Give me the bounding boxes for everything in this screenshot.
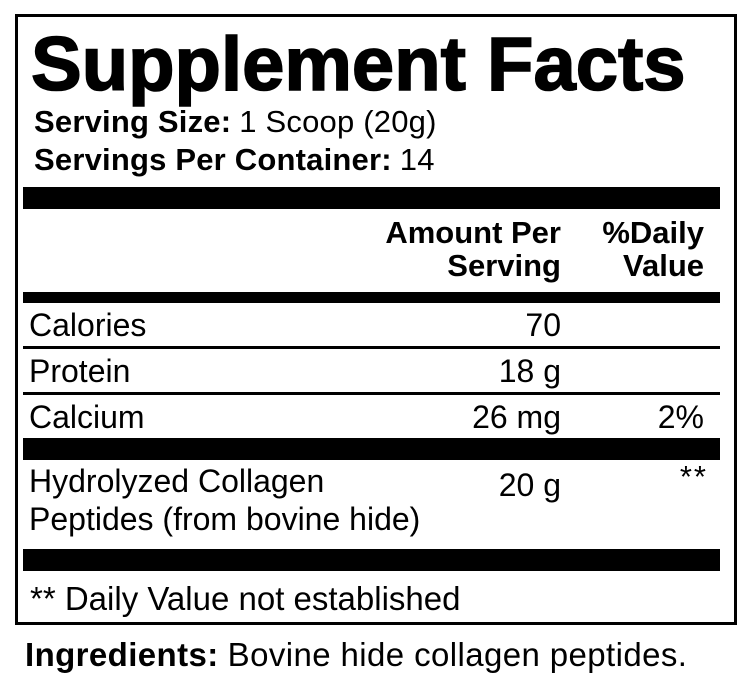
servings-per-container-label: Servings Per Container: xyxy=(34,142,392,177)
nutrient-row-protein: Protein 18 g xyxy=(23,349,720,395)
servings-per-container-line: Servings Per Container: 14 xyxy=(23,141,720,179)
nutrient-row-calories: Calories 70 xyxy=(23,303,720,349)
ingredients-value: Bovine hide collagen peptides. xyxy=(227,636,688,673)
supplement-facts-panel: Supplement Facts Serving Size: 1 Scoop (2… xyxy=(15,14,737,625)
nutrient-name: Calories xyxy=(29,307,147,343)
separator-bar-top xyxy=(23,187,720,209)
footnote: ** Daily Value not established xyxy=(30,580,461,617)
nutrient-amount: 70 xyxy=(525,307,561,343)
nutrient-row-calcium: Calcium 26 mg 2% xyxy=(23,395,720,438)
nutrient-daily-value xyxy=(561,303,720,346)
header-spacer xyxy=(23,216,321,282)
separator-bar-middle xyxy=(23,438,720,460)
nutrient-name: Hydrolyzed Collagen Peptides (from bovin… xyxy=(29,463,421,537)
panel-title: Supplement Facts xyxy=(30,22,686,107)
ingredients-line: Ingredients: Bovine hide collagen peptide… xyxy=(25,636,687,674)
nutrient-amount: 26 mg xyxy=(472,399,561,435)
nutrient-daily-value xyxy=(561,349,720,392)
amount-per-serving-header: Amount Per Serving xyxy=(385,215,561,283)
servings-per-container-value: 14 xyxy=(399,142,435,177)
separator-bar-bottom xyxy=(23,549,720,571)
nutrient-amount: 18 g xyxy=(498,353,561,389)
facts-header-row: Amount Per Serving %Daily Value xyxy=(23,216,720,282)
serving-size-label: Serving Size: xyxy=(34,104,232,139)
nutrient-name: Calcium xyxy=(29,399,145,435)
nutrient-row-collagen: Hydrolyzed Collagen Peptides (from bovin… xyxy=(23,459,720,543)
ingredients-label: Ingredients: xyxy=(25,636,219,673)
serving-size-value: 1 Scoop (20g) xyxy=(239,104,437,139)
daily-value-header: %Daily Value xyxy=(602,215,704,283)
nutrient-daily-value: ** xyxy=(679,459,708,494)
serving-size-line: Serving Size: 1 Scoop (20g) xyxy=(23,103,720,141)
separator-bar-header xyxy=(23,292,720,303)
nutrient-name: Protein xyxy=(29,353,131,389)
nutrient-daily-value: 2% xyxy=(657,399,704,435)
nutrient-amount: 20 g xyxy=(498,467,561,503)
